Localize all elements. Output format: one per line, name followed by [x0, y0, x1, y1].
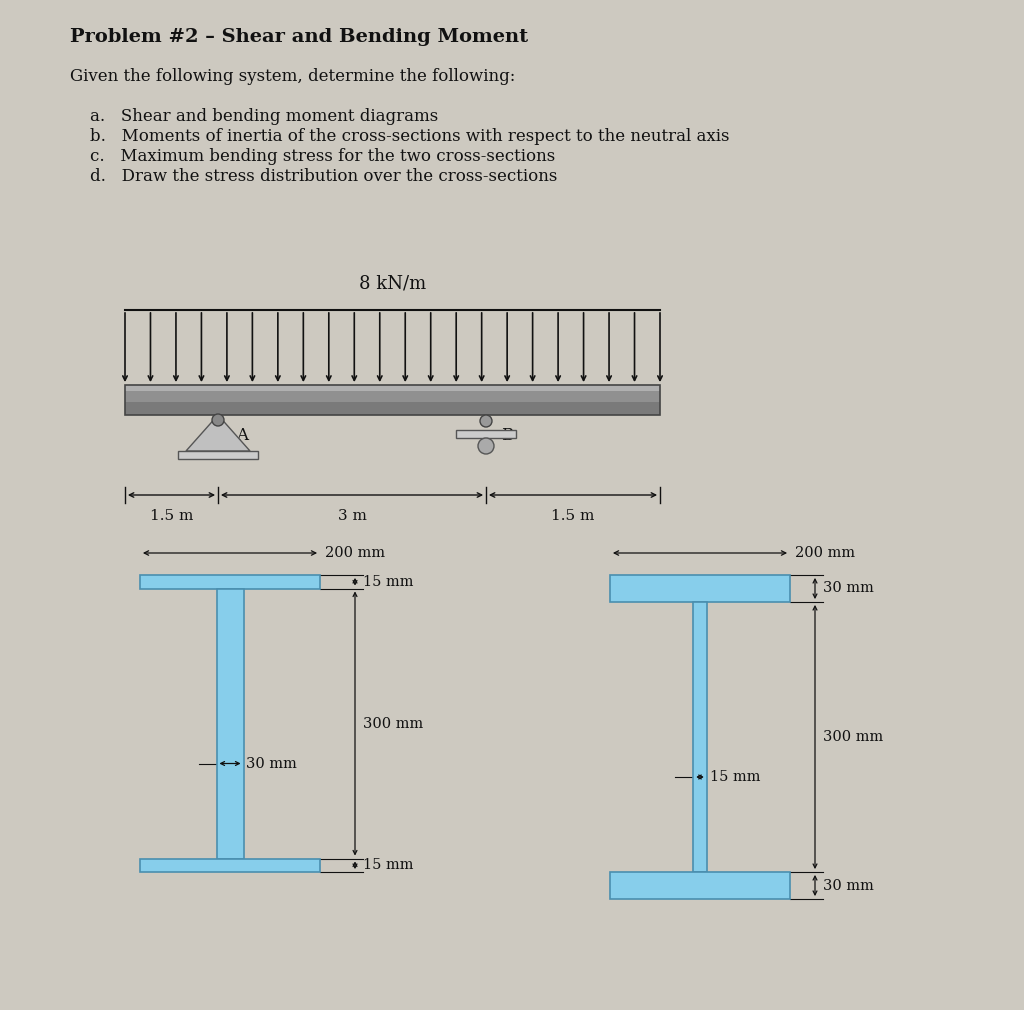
Bar — [125, 385, 660, 415]
Text: Given the following system, determine the following:: Given the following system, determine th… — [70, 68, 515, 85]
Circle shape — [212, 414, 224, 426]
Text: 1.5 m: 1.5 m — [150, 509, 194, 523]
Bar — [693, 602, 707, 872]
Bar — [125, 402, 660, 415]
Text: Problem #2 – Shear and Bending Moment: Problem #2 – Shear and Bending Moment — [70, 28, 528, 46]
Bar — [456, 430, 516, 438]
Text: 15 mm: 15 mm — [710, 770, 760, 784]
Text: 8 kN/m: 8 kN/m — [358, 275, 426, 293]
Text: 1.5 m: 1.5 m — [551, 509, 595, 523]
Text: 200 mm: 200 mm — [325, 546, 385, 560]
Circle shape — [480, 415, 492, 427]
Text: 15 mm: 15 mm — [362, 575, 414, 589]
Text: b.   Moments of inertia of the cross-sections with respect to the neutral axis: b. Moments of inertia of the cross-secti… — [90, 128, 729, 145]
Text: B: B — [501, 427, 513, 444]
Text: 300 mm: 300 mm — [362, 716, 423, 730]
Bar — [216, 589, 244, 858]
Text: 30 mm: 30 mm — [823, 879, 873, 893]
Bar — [178, 451, 258, 459]
Text: 30 mm: 30 mm — [247, 756, 297, 771]
Polygon shape — [186, 415, 250, 451]
Text: d.   Draw the stress distribution over the cross-sections: d. Draw the stress distribution over the… — [90, 168, 557, 185]
Text: A: A — [236, 427, 248, 444]
Bar — [140, 575, 319, 589]
Bar — [610, 575, 790, 602]
Bar — [610, 872, 790, 899]
Bar — [125, 385, 660, 391]
Text: c.   Maximum bending stress for the two cross-sections: c. Maximum bending stress for the two cr… — [90, 148, 555, 165]
Circle shape — [478, 438, 494, 454]
Text: 3 m: 3 m — [338, 509, 367, 523]
Text: 15 mm: 15 mm — [362, 858, 414, 873]
Text: 300 mm: 300 mm — [823, 730, 884, 744]
Text: a.   Shear and bending moment diagrams: a. Shear and bending moment diagrams — [90, 108, 438, 125]
Bar — [140, 858, 319, 872]
Text: 200 mm: 200 mm — [795, 546, 855, 560]
Text: 30 mm: 30 mm — [823, 582, 873, 596]
Bar — [125, 391, 660, 402]
